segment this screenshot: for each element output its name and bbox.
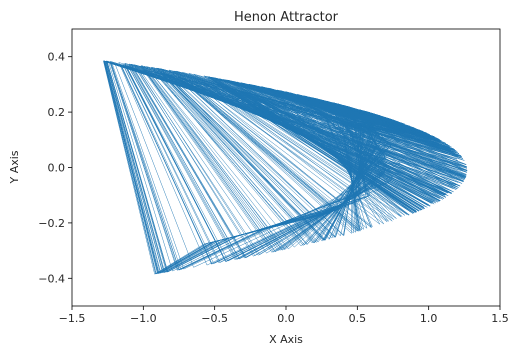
x-axis-label: X Axis [269, 333, 303, 346]
y-tick-label: 0.0 [48, 162, 66, 175]
y-axis-label: Y Axis [8, 150, 21, 184]
x-tick-label: 0.5 [349, 312, 367, 325]
x-axis: −1.5 −1.0 −0.5 0.0 0.5 1.0 1.5 [59, 306, 509, 325]
y-tick-label: −0.2 [38, 217, 65, 230]
series-line [103, 60, 468, 275]
y-axis: −0.4 −0.2 0.0 0.2 0.4 [38, 51, 72, 285]
x-tick-label: −0.5 [201, 312, 228, 325]
x-tick-label: 1.5 [491, 312, 509, 325]
x-tick-label: −1.5 [59, 312, 86, 325]
x-tick-label: 0.0 [277, 312, 295, 325]
chart-title: Henon Attractor [234, 10, 339, 25]
y-tick-label: 0.2 [48, 106, 66, 119]
x-tick-label: −1.0 [130, 312, 157, 325]
x-tick-label: 1.0 [420, 312, 438, 325]
y-tick-label: 0.4 [48, 51, 66, 64]
plot-area [103, 60, 468, 275]
y-tick-label: −0.4 [38, 272, 65, 285]
